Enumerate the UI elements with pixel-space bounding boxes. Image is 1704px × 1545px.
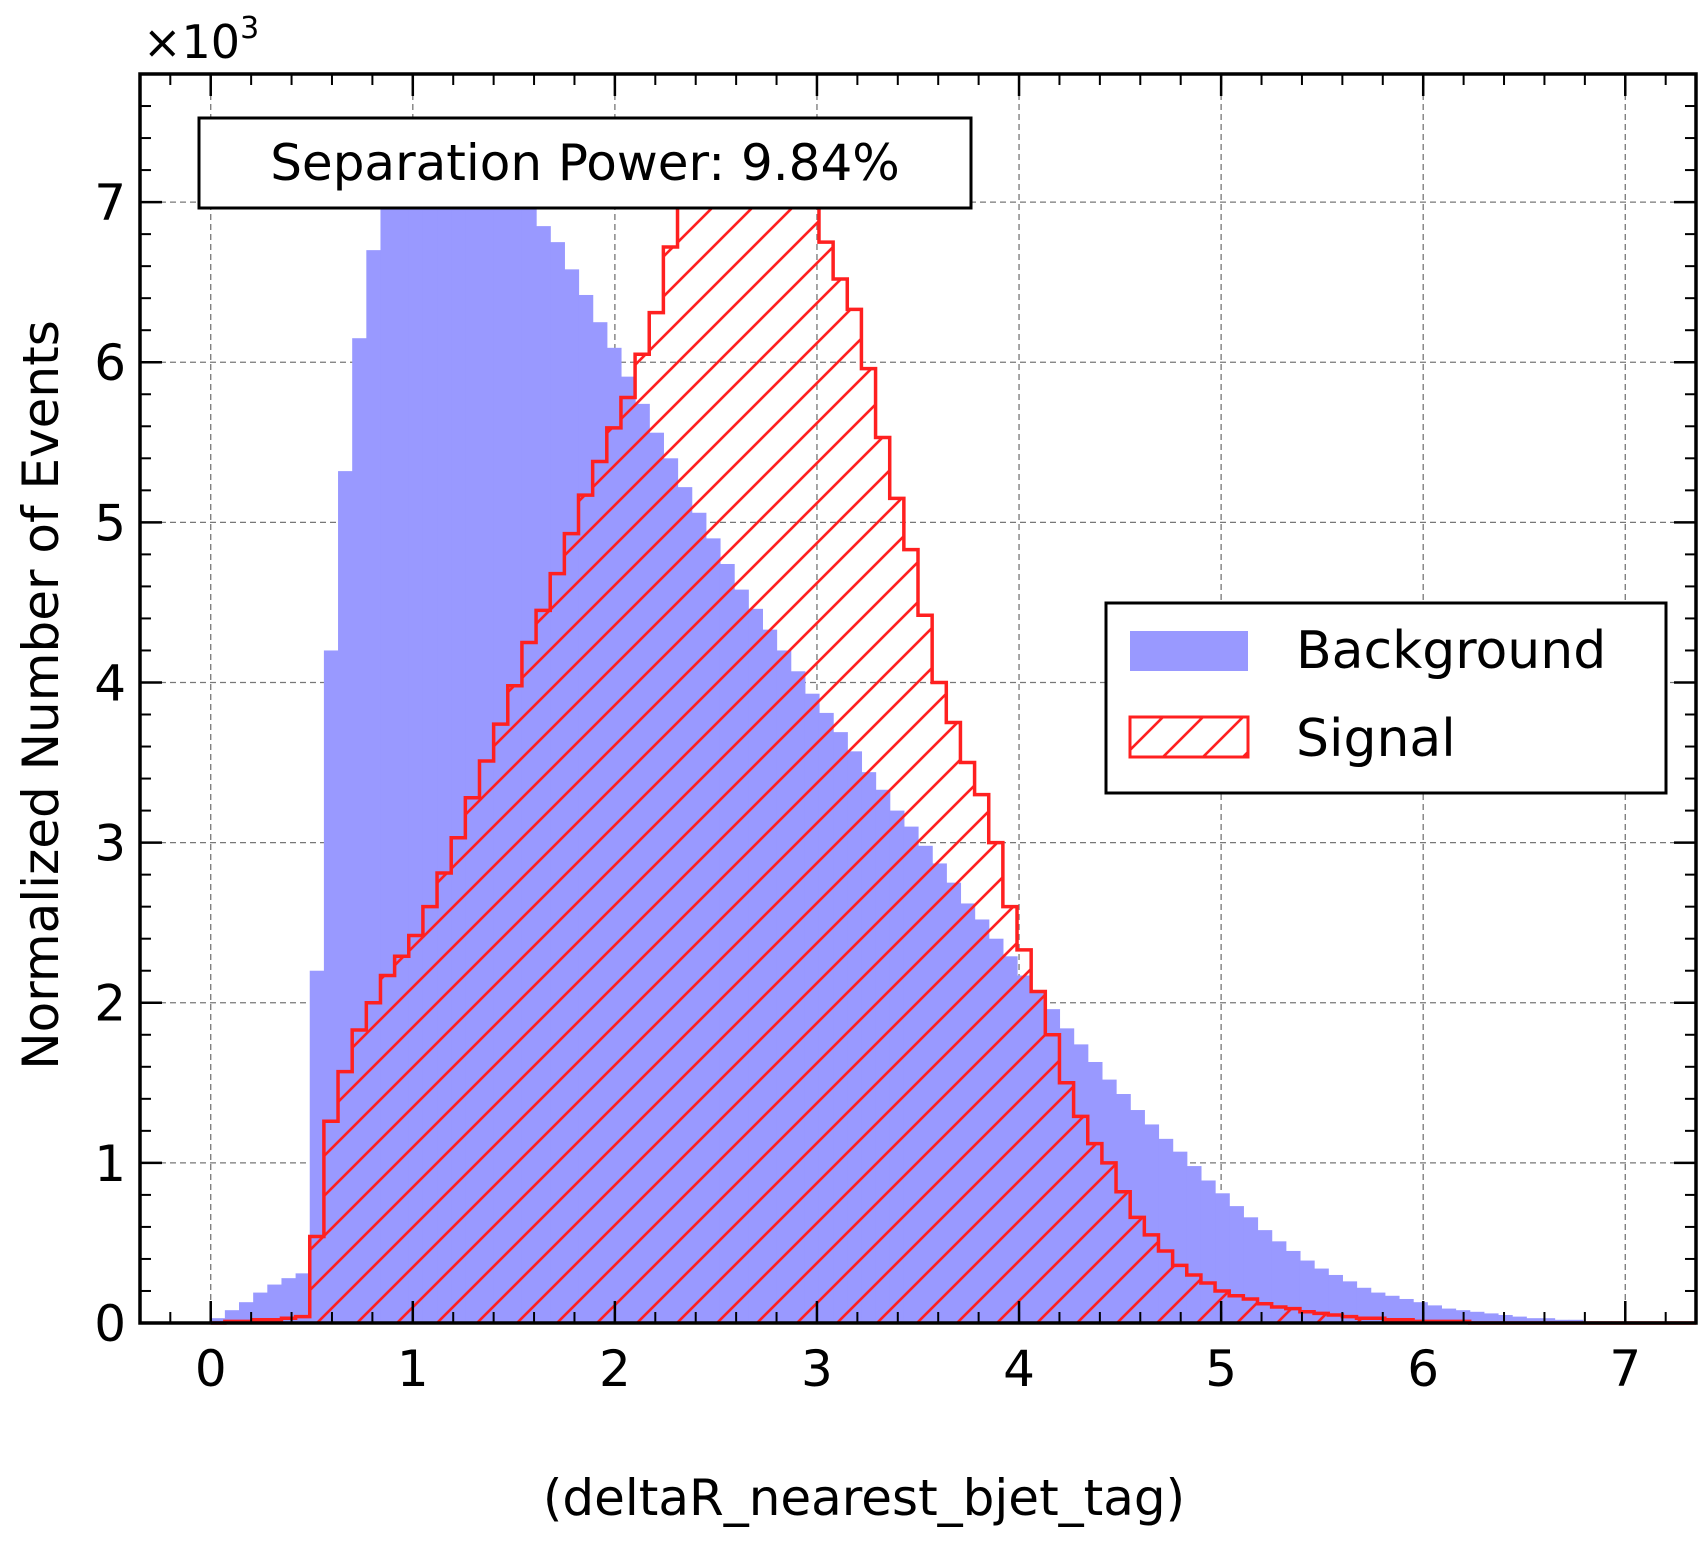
x-tick-label: 4 (1003, 1340, 1035, 1398)
background-bar (1483, 1313, 1499, 1323)
y-axis-multiplier: ×103 (143, 11, 259, 69)
annotation-box: Separation Power: 9.84% (197, 116, 973, 210)
separation-power-label: Separation Power: 9.84% (270, 134, 900, 192)
x-tick-label: 1 (397, 1340, 429, 1398)
background-bar (210, 1318, 226, 1323)
x-axis-label: (deltaR_nearest_bjet_tag) (543, 1469, 1185, 1527)
background-bar (1299, 1260, 1315, 1323)
background-bar (1427, 1305, 1442, 1323)
background-bar (1257, 1230, 1273, 1323)
x-tick-label: 7 (1609, 1340, 1641, 1398)
background-bar (295, 1273, 311, 1323)
plot-frame (138, 72, 1698, 1325)
background-bar (1398, 1298, 1414, 1323)
legend-label-background: Background (1296, 621, 1606, 681)
legend-swatch-background (1130, 631, 1248, 671)
legend: Background Signal (1104, 601, 1668, 795)
background-bar (267, 1284, 283, 1323)
background-bar (1512, 1316, 1527, 1323)
background-bar (1314, 1268, 1329, 1323)
background-bar (1497, 1314, 1513, 1323)
y-tick-label: 3 (94, 815, 126, 873)
background-bar (1342, 1281, 1358, 1323)
legend-label-signal: Signal (1296, 709, 1456, 769)
x-tick-label: 2 (599, 1340, 631, 1398)
background-bar (1540, 1318, 1556, 1323)
x-tick-label: 0 (195, 1340, 227, 1398)
background-bar (1271, 1241, 1287, 1323)
background-bar (1285, 1250, 1301, 1323)
background-bar (281, 1278, 297, 1323)
background-bar (1526, 1318, 1541, 1323)
background-bar (1356, 1287, 1372, 1323)
background-bar (1469, 1311, 1485, 1323)
ticks: 0 1 2 3 4 5 6 7 0 1 2 3 4 5 6 7 (94, 74, 1696, 1398)
y-tick-label: 6 (94, 334, 126, 392)
x-tick-label: 6 (1407, 1340, 1439, 1398)
axes (138, 72, 1698, 1325)
background-bar (1441, 1308, 1457, 1323)
y-tick-label: 1 (94, 1135, 126, 1193)
y-tick-label: 4 (94, 654, 126, 712)
x-tick-label: 5 (1205, 1340, 1237, 1398)
background-bar (1384, 1295, 1400, 1323)
signal-hatch-fill (210, 202, 1696, 1324)
background-bar (1370, 1292, 1386, 1323)
y-tick-label: 5 (94, 494, 126, 552)
x-tick-label: 3 (801, 1340, 833, 1398)
background-bar (1243, 1217, 1259, 1323)
y-tick-label: 0 (94, 1295, 126, 1353)
y-axis-multiplier-exponent: 3 (240, 11, 259, 46)
background-bar (1229, 1206, 1244, 1323)
legend-swatch-signal (1128, 715, 1250, 759)
y-tick-label: 7 (94, 174, 126, 232)
y-axis-label: Normalized Number of Events (12, 320, 70, 1070)
background-bar (239, 1302, 254, 1323)
background-bar (1328, 1274, 1343, 1323)
background-bar (253, 1292, 268, 1323)
y-tick-label: 2 (94, 975, 126, 1033)
